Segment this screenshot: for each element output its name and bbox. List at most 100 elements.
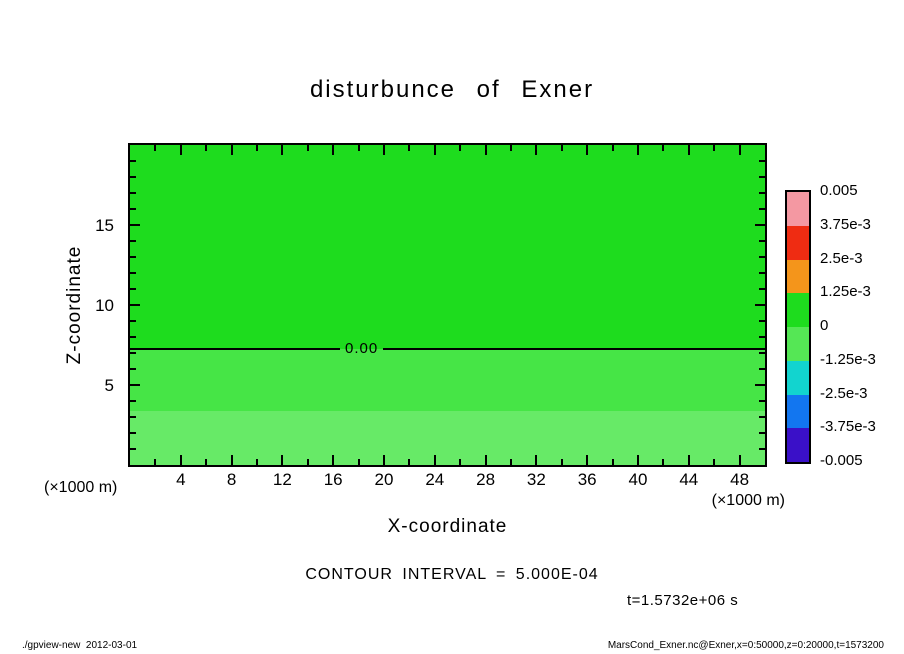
plot-area: 0.00 — [128, 143, 767, 467]
x-axis-tick — [154, 459, 157, 465]
x-tick-label: 36 — [577, 470, 597, 489]
x-axis-label: X-coordinate — [387, 516, 508, 537]
contour-fill-band — [130, 410, 765, 465]
y-axis-tick — [759, 416, 765, 418]
y-axis-unit: (×1000 m) — [44, 479, 118, 496]
x-axis-tick — [230, 455, 233, 465]
colorbar — [785, 190, 811, 464]
contour-interval-text: CONTOUR INTERVAL = 5.000E-04 — [305, 566, 599, 583]
x-axis-tick — [459, 145, 462, 151]
x-axis-tick — [154, 145, 157, 151]
x-axis-tick — [484, 455, 487, 465]
y-axis-tick — [759, 240, 765, 242]
colorbar-segment — [787, 225, 809, 260]
y-axis-tick — [130, 320, 136, 322]
colorbar-segment — [787, 360, 809, 395]
x-axis-tick — [713, 145, 716, 151]
y-axis-tick — [130, 240, 136, 242]
x-axis-tick — [433, 455, 436, 465]
x-axis-tick — [179, 145, 182, 155]
x-axis-tick — [662, 459, 665, 465]
x-axis-tick — [256, 459, 258, 465]
x-axis-tick — [306, 145, 309, 151]
x-tick-label: 40 — [628, 470, 648, 489]
x-axis-tick — [535, 145, 538, 155]
y-tick-label: 15 — [95, 216, 114, 235]
y-axis-tick — [759, 176, 765, 178]
x-axis-tick — [662, 145, 665, 151]
colorbar-segment — [787, 259, 809, 294]
y-axis-tick — [130, 288, 136, 290]
x-axis-tick — [611, 459, 614, 465]
colorbar-tick-label: -1.25e-3 — [820, 350, 876, 368]
x-tick-label: 16 — [323, 470, 343, 489]
chart-title: disturbunce of Exner — [309, 76, 595, 103]
contour-fill-band — [130, 349, 765, 411]
x-axis-tick — [383, 145, 385, 155]
colorbar-tick-label: -2.5e-3 — [820, 384, 868, 402]
y-tick-label: 5 — [104, 376, 114, 395]
x-axis-tick — [433, 145, 436, 155]
colorbar-segment — [787, 192, 809, 226]
x-axis-tick — [586, 455, 589, 465]
y-axis-tick — [130, 368, 136, 370]
y-axis-tick-labels: 5 10 15 — [80, 145, 120, 465]
y-axis-tick — [130, 416, 136, 418]
y-tick-label: 10 — [95, 296, 114, 315]
colorbar-tick-label: 3.75e-3 — [820, 215, 871, 233]
x-axis-tick — [179, 455, 182, 465]
y-axis-tick — [759, 352, 765, 354]
x-axis-unit: (×1000 m) — [711, 492, 785, 509]
zero-contour-line — [130, 348, 765, 350]
y-axis-tick — [759, 320, 765, 322]
x-axis-tick — [687, 455, 690, 465]
colorbar-tick-label: 2.5e-3 — [820, 249, 863, 267]
zero-contour-label: 0.00 — [340, 339, 384, 359]
y-axis-tick — [130, 224, 140, 226]
x-axis-tick — [230, 145, 233, 155]
y-axis-tick — [130, 160, 136, 162]
x-axis-tick — [306, 459, 309, 465]
x-axis-tick — [738, 455, 741, 465]
x-axis-tick — [535, 455, 538, 465]
x-axis-tick — [383, 455, 385, 465]
y-axis-tick — [759, 368, 765, 370]
x-axis-tick — [256, 145, 258, 151]
y-axis-tick — [759, 192, 765, 194]
y-axis-tick — [759, 288, 765, 290]
x-axis-tick — [205, 459, 208, 465]
x-axis-tick — [510, 459, 512, 465]
y-axis-tick — [759, 160, 765, 162]
x-tick-label: 44 — [679, 470, 699, 489]
colorbar-segment — [787, 327, 809, 361]
y-axis-tick — [130, 400, 136, 402]
contour-fill-band — [130, 145, 765, 349]
x-axis-tick — [510, 145, 512, 151]
x-axis-tick — [560, 145, 563, 151]
y-axis-tick — [759, 336, 765, 338]
footer-source-text: MarsCond_Exner.nc@Exner,x=0:50000,z=0:20… — [607, 640, 884, 651]
x-tick-label: 32 — [526, 470, 546, 489]
colorbar-tick-label: -3.75e-3 — [820, 418, 876, 436]
y-axis-tick — [759, 256, 765, 258]
x-axis-tick — [281, 145, 284, 155]
x-tick-label: 8 — [226, 470, 237, 489]
y-axis-tick — [130, 208, 136, 210]
x-axis-tick — [560, 459, 563, 465]
x-axis-tick — [332, 455, 335, 465]
x-axis-tick — [637, 145, 639, 155]
x-axis-tick — [408, 145, 411, 151]
colorbar-labels: 0.005 3.75e-3 2.5e-3 1.25e-3 0 -1.25e-3 -2.5e-… — [820, 182, 904, 469]
y-axis-tick — [130, 272, 136, 274]
y-axis-tick — [755, 224, 765, 226]
time-text: t=1.5732e+06 s — [627, 592, 739, 609]
colorbar-segment — [787, 293, 809, 327]
x-axis-tick — [357, 459, 360, 465]
x-axis-tick — [586, 145, 589, 155]
x-tick-label: 28 — [476, 470, 496, 489]
y-axis-tick — [759, 208, 765, 210]
x-axis-tick — [713, 459, 716, 465]
footer-command-text: ./gpview-new 2012-03-01 — [22, 640, 138, 651]
y-axis-tick — [130, 336, 136, 338]
